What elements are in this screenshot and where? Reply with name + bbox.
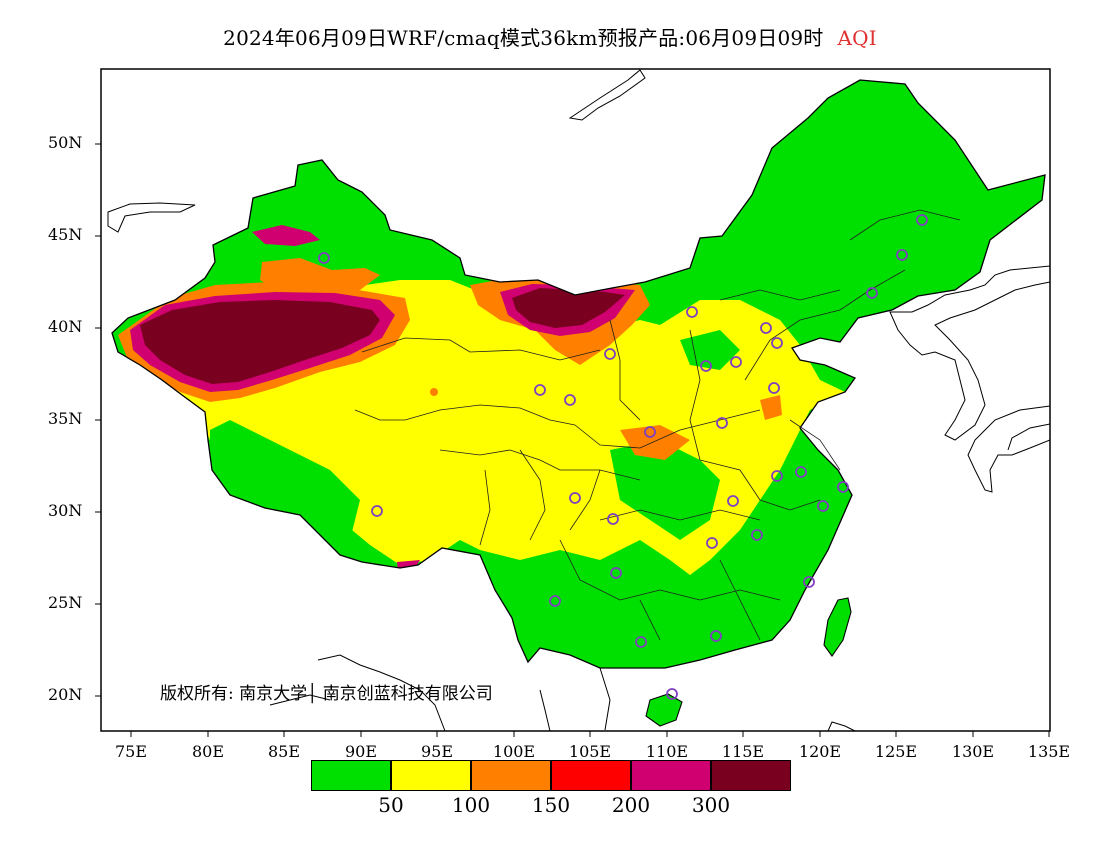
legend-label-150: 150	[531, 793, 571, 817]
legend-swatch-very-unhealthy	[631, 760, 711, 791]
title-text: 2024年06月09日WRF/cmaq模式36km预报产品:06月09日09时	[223, 26, 824, 50]
monitoring-station-marker	[610, 567, 622, 579]
legend-swatch-moderate	[391, 760, 471, 791]
legend-swatch-good	[311, 760, 391, 791]
x-label-90e: 90E	[344, 742, 378, 761]
monitoring-station-marker	[803, 576, 815, 588]
x-label-100e: 100E	[492, 742, 536, 761]
x-label-95e: 95E	[420, 742, 454, 761]
monitoring-station-marker	[866, 287, 878, 299]
y-label-45n: 45N	[48, 225, 83, 244]
monitoring-station-marker	[564, 394, 576, 406]
monitoring-station-marker	[706, 537, 718, 549]
x-label-80e: 80E	[191, 742, 225, 761]
map-title: 2024年06月09日WRF/cmaq模式36km预报产品:06月09日09时 A…	[0, 22, 1100, 51]
y-label-35n: 35N	[48, 409, 83, 428]
monitoring-station-marker	[607, 513, 619, 525]
monitoring-station-marker	[604, 348, 616, 360]
legend-swatch-sensitive	[471, 760, 551, 791]
monitoring-station-marker	[795, 466, 807, 478]
y-label-25n: 25N	[48, 593, 83, 612]
monitoring-station-marker	[896, 249, 908, 261]
monitoring-station-marker	[710, 630, 722, 642]
monitoring-station-marker	[700, 360, 712, 372]
x-label-75e: 75E	[114, 742, 148, 761]
monitoring-station-marker	[771, 337, 783, 349]
y-label-30n: 30N	[48, 501, 83, 520]
monitoring-station-marker	[771, 470, 783, 482]
color-legend	[311, 760, 791, 791]
y-label-20n: 20N	[48, 685, 83, 704]
monitoring-station-marker	[716, 417, 728, 429]
monitoring-station-marker	[569, 492, 581, 504]
x-label-130e: 130E	[951, 742, 995, 761]
x-label-125e: 125E	[874, 742, 918, 761]
legend-label-50: 50	[378, 793, 404, 817]
y-label-40n: 40N	[48, 317, 83, 336]
y-label-50n: 50N	[48, 133, 83, 152]
x-label-115e: 115E	[721, 742, 765, 761]
monitoring-station-marker	[730, 356, 742, 368]
monitoring-station-marker	[549, 595, 561, 607]
copyright-text: 版权所有: 南京大学│ 南京创蓝科技有限公司	[160, 684, 493, 704]
monitoring-station-marker	[817, 500, 829, 512]
monitoring-station-marker	[666, 688, 678, 700]
monitoring-station-marker	[916, 214, 928, 226]
monitoring-station-marker	[371, 505, 383, 517]
title-variable: AQI	[837, 26, 877, 50]
x-label-85e: 85E	[267, 742, 301, 761]
x-label-120e: 120E	[798, 742, 842, 761]
monitoring-station-marker	[837, 481, 849, 493]
monitoring-station-marker	[635, 636, 647, 648]
legend-swatch-hazardous	[711, 760, 791, 791]
legend-label-100: 100	[451, 793, 491, 817]
x-label-135e: 135E	[1027, 742, 1071, 761]
monitoring-station-marker	[318, 252, 330, 264]
monitoring-station-marker	[760, 322, 772, 334]
monitoring-station-marker	[534, 384, 546, 396]
x-label-105e: 105E	[568, 742, 612, 761]
x-label-110e: 110E	[645, 742, 689, 761]
monitoring-station-marker	[768, 382, 780, 394]
monitoring-station-marker	[644, 426, 656, 438]
monitoring-station-marker	[686, 306, 698, 318]
legend-swatch-unhealthy	[551, 760, 631, 791]
monitoring-station-marker	[751, 529, 763, 541]
legend-label-300: 300	[691, 793, 731, 817]
monitoring-station-marker	[727, 495, 739, 507]
legend-label-200: 200	[611, 793, 651, 817]
